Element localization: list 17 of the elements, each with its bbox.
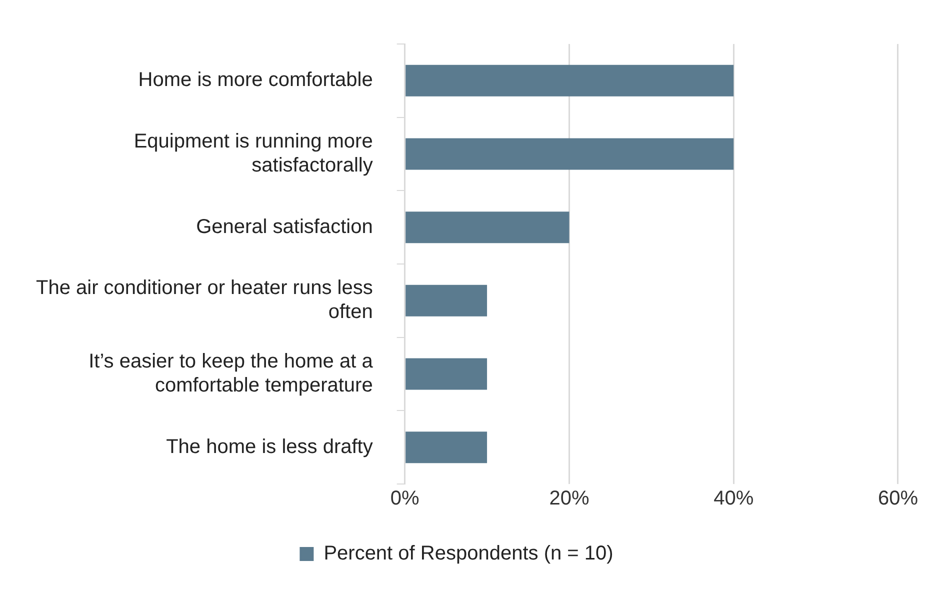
bar xyxy=(406,358,488,390)
y-tick-label: The air conditioner or heater runs less often xyxy=(36,277,373,324)
x-tick-label: 60% xyxy=(878,488,918,510)
bar xyxy=(406,64,734,96)
x-tick-label: 20% xyxy=(549,488,590,510)
y-tick-label: Home is more comfortable xyxy=(138,69,373,92)
y-tick-label: It’s easier to keep the home at a comfortable temperature xyxy=(88,350,374,397)
bar xyxy=(406,212,570,244)
x-tick-label: 40% xyxy=(714,488,754,510)
y-tick-label: General satisfaction xyxy=(196,216,373,238)
legend-label: Percent of Respondents (n = 10) xyxy=(324,542,614,565)
bar xyxy=(406,432,488,464)
bar xyxy=(406,138,734,170)
y-tick-label: The home is less drafty xyxy=(166,436,373,458)
x-tick-label: 0% xyxy=(390,488,420,510)
bar xyxy=(406,284,488,316)
y-tick-label: Equipment is running more satisfactorally xyxy=(134,130,373,177)
